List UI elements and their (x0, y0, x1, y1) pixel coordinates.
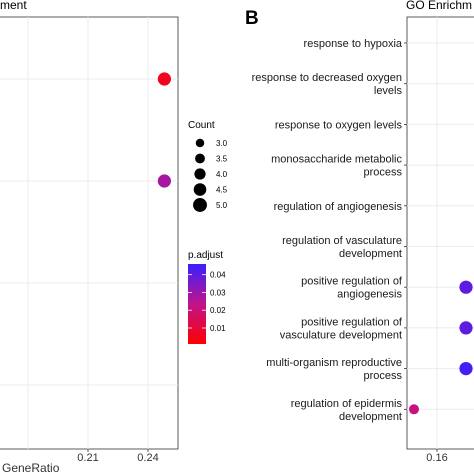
count-legend-label-3: 4.5 (216, 186, 228, 195)
panel-b-category-label-3: monosaccharide metabolic process (271, 154, 402, 179)
padjust-colorbar (188, 264, 206, 344)
padjust-legend-title: p.adjust (188, 250, 223, 261)
count-legend-label-4: 5.0 (216, 201, 228, 210)
panel-a-point-1 (157, 174, 171, 188)
panel-a-point-0 (157, 72, 171, 86)
panel-a-title: ment (0, 0, 27, 12)
panel-b-point-2 (459, 362, 473, 376)
panel-b-category-label-5: regulation of vasculature development (282, 235, 402, 260)
panel-a-tick-label-0: 0.21 (77, 452, 98, 464)
panel-a-x-axis-label: GeneRatio (2, 461, 60, 474)
panel-b-tick-label-0: 0.16 (426, 452, 447, 464)
panel-b-grid (407, 17, 474, 449)
panel-a-tick-label-1: 0.24 (137, 452, 158, 464)
panel-b-category-label-2: response to oxygen levels (275, 119, 403, 131)
panel-a-points (157, 72, 171, 188)
count-legend-dot-2 (194, 168, 206, 180)
count-legend-title: Count (188, 120, 215, 131)
count-legend-label-1: 3.5 (216, 155, 228, 164)
panel-b-category-label-4: regulation of angiogenesis (274, 201, 403, 213)
count-legend-dot-1 (195, 153, 205, 164)
panel-b-x-ticks: 0.16 (426, 449, 448, 464)
panel-b-plot-area (406, 16, 474, 450)
count-legend-dot-4 (193, 198, 207, 212)
padjust-legend: p.adjust 0.04 0.03 0.02 0.01 (188, 250, 226, 344)
panel-a-x-ticks: 0.21 0.24 (77, 449, 159, 464)
panel-b-category-label-9: regulation of epidermis development (291, 398, 403, 423)
panel-b-category-label-6: positive regulation of angiogenesis (301, 276, 403, 301)
panel-b-letter: B (245, 8, 259, 29)
count-legend-label-0: 3.0 (216, 139, 228, 148)
panel-a-plot-area (0, 16, 179, 450)
panel-b-point-3 (409, 404, 419, 415)
panel-b-title: GO Enrichm (406, 0, 472, 12)
count-legend-dot-0 (195, 138, 205, 148)
padjust-tick-label-0: 0.04 (210, 271, 226, 280)
padjust-tick-label-1: 0.03 (210, 288, 226, 297)
panel-b-category-labels: response to hypoxia response to decreased… (252, 38, 407, 423)
panel-a: ment 0.21 0.24 GeneRatio (0, 0, 179, 474)
count-legend: Count 3.0 3.5 4.0 4.5 5.0 (188, 120, 228, 212)
padjust-tick-label-2: 0.02 (210, 306, 226, 315)
panel-b-category-label-1: response to decreased oxygen levels (252, 72, 403, 97)
panel-b-category-label-0: response to hypoxia (304, 38, 403, 50)
panel-b-points (409, 280, 473, 415)
panel-b-point-0 (459, 280, 473, 294)
panel-a-grid (0, 17, 178, 449)
panel-b-category-label-7: positive regulation of vasculature develo… (280, 316, 403, 341)
padjust-tick-label-3: 0.01 (210, 324, 226, 333)
count-legend-label-2: 4.0 (216, 170, 228, 179)
panel-b-point-1 (459, 321, 473, 335)
count-legend-dot-3 (193, 183, 207, 196)
panel-b: B GO Enrichm response to hypoxiaresponse… (245, 0, 474, 464)
panel-b-category-label-8: multi-organism reproductive process (266, 357, 402, 382)
